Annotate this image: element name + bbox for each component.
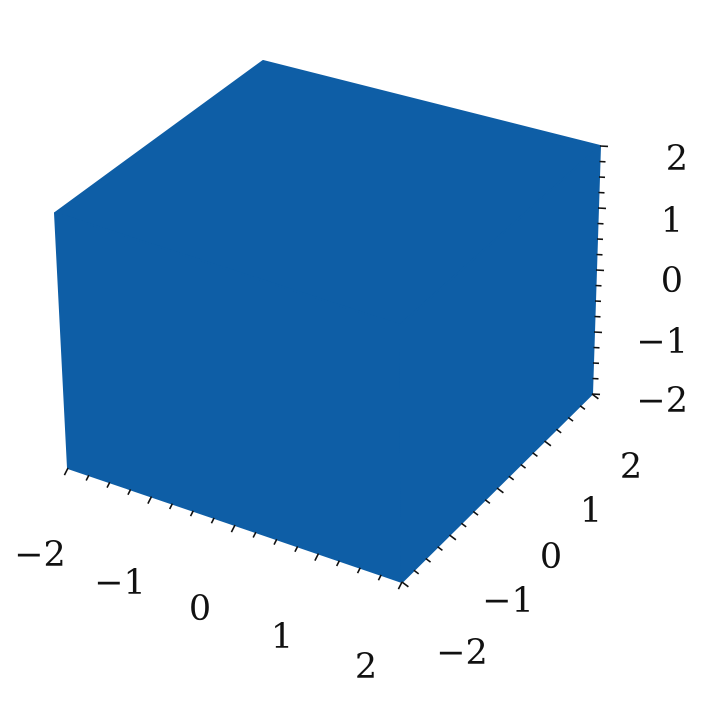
x-axis-tick [294, 546, 299, 553]
z-axis-ticks [591, 145, 609, 396]
y-axis-tick [532, 452, 538, 457]
y-axis-tick [544, 440, 552, 447]
x-tick-label: 1 [271, 617, 293, 657]
y-axis-tick [484, 499, 491, 504]
z-tick-label: 0 [661, 261, 683, 301]
x-axis-tick [127, 489, 132, 496]
y-axis-tick [508, 475, 515, 481]
x-axis-tick [252, 531, 257, 538]
y-axis-tick [579, 405, 586, 410]
y-tick-label: −2 [436, 633, 488, 673]
y-axis-tick [437, 546, 443, 551]
y-axis-tick [472, 510, 479, 516]
x-axis-tick [377, 574, 382, 581]
x-axis-tick [189, 510, 194, 517]
x-axis-tick [106, 481, 111, 488]
x-tick-label: −1 [94, 563, 146, 603]
x-axis-tick [397, 581, 403, 590]
y-axis-tick [567, 416, 574, 422]
z-tick-label: −1 [636, 322, 688, 362]
y-tick-label: 2 [620, 447, 642, 487]
x-axis-tick [356, 567, 361, 574]
x-axis-tick [147, 496, 153, 504]
y-axis-tick [401, 581, 409, 588]
y-axis-ticks [401, 393, 599, 588]
x-tick-label: 2 [355, 647, 377, 687]
x-axis-tick [168, 503, 174, 510]
y-tick-label: 0 [540, 537, 562, 577]
y-axis-tick [413, 569, 420, 575]
x-axis-tick [63, 467, 69, 476]
z-tick-label: 2 [666, 139, 688, 179]
y-axis-tick [520, 463, 527, 469]
y-axis-tick [496, 487, 504, 494]
y-tick-label: 1 [580, 491, 602, 531]
z-tick-label: −2 [636, 381, 688, 421]
y-tick-label: −1 [482, 581, 534, 621]
cube-faces [54, 60, 601, 583]
x-axis-tick [335, 560, 341, 567]
x-axis-tick [230, 524, 236, 533]
x-tick-label: 0 [189, 589, 211, 629]
y-axis-tick [449, 534, 457, 541]
x-tick-label: −2 [14, 535, 66, 575]
y-axis-tick [425, 557, 432, 563]
y-axis-tick [460, 522, 467, 528]
x-axis-tick [85, 474, 90, 481]
z-tick-label: 1 [661, 201, 683, 241]
x-axis-ticks [63, 467, 403, 590]
x-axis-tick [273, 538, 278, 545]
x-axis-tick [210, 517, 215, 524]
x-axis-tick [314, 553, 320, 561]
y-axis-tick [555, 428, 562, 434]
